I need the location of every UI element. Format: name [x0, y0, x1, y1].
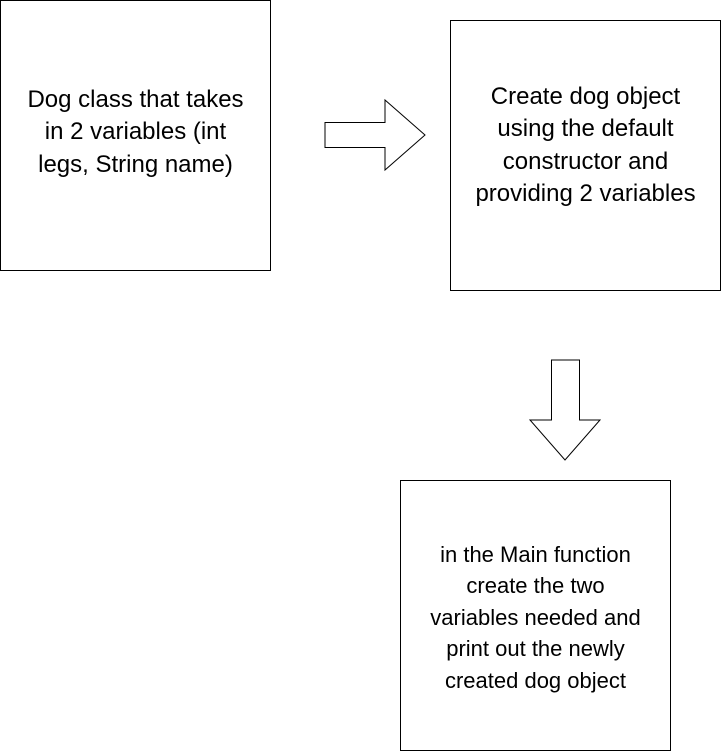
flow-box-main-function-text: in the Main function create the two vari… [430, 541, 641, 693]
flow-box-create-dog-object-text: Create dog object using the default cons… [475, 82, 696, 208]
flow-box-dog-class: Dog class that takes in 2 variables (int… [0, 0, 271, 271]
flow-box-create-dog-object: Create dog object using the default cons… [450, 20, 721, 291]
right-arrow-icon [324, 98, 426, 172]
flow-box-dog-class-text: Dog class that takes in 2 variables (int… [27, 85, 244, 178]
flow-box-main-function: in the Main function create the two vari… [400, 480, 671, 751]
down-arrow-icon [528, 359, 602, 461]
